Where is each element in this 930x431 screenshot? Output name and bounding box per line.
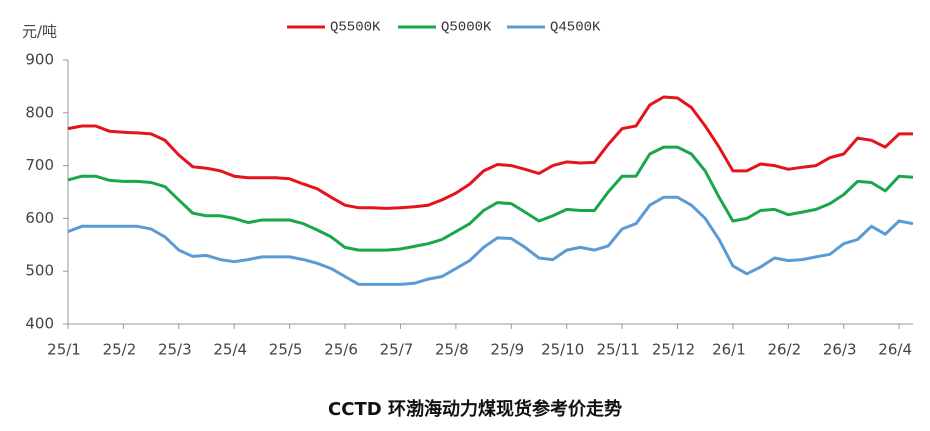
series-line (67, 95, 913, 210)
x-tick-label: 25/3 (158, 341, 192, 359)
series-line (67, 195, 914, 286)
x-tick-label: 26/3 (823, 341, 857, 359)
x-tick-label: 25/8 (435, 341, 469, 359)
x-tick-label: 25/11 (596, 341, 639, 359)
y-tick-label: 800 (25, 103, 54, 121)
legend-label: Q4500K (550, 20, 601, 36)
y-tick-label: 700 (25, 156, 54, 174)
x-tick-label: 25/9 (490, 341, 524, 359)
x-tick-label: 25/12 (652, 341, 695, 359)
x-tick-label: 25/6 (324, 341, 358, 359)
x-tick-label: 25/4 (213, 341, 247, 359)
x-tick-label: 25/10 (541, 341, 584, 359)
y-tick-label: 900 (25, 51, 54, 69)
legend-label: Q5500K (330, 20, 381, 36)
y-tick-label: 400 (25, 315, 54, 333)
legend-label: Q5000K (441, 20, 492, 36)
x-tick-label: 25/5 (269, 341, 303, 359)
x-tick-label: 26/4 (878, 341, 912, 359)
x-tick-label: 25/1 (47, 341, 81, 359)
y-tick-label: 600 (25, 209, 54, 227)
x-tick-label: 26/1 (712, 341, 746, 359)
y-tick-label: 500 (25, 262, 54, 280)
x-tick-label: 25/7 (380, 341, 414, 359)
chart-title: CCTD 环渤海动力煤现货参考价走势 (328, 398, 622, 420)
series-line (67, 145, 914, 252)
x-tick-label: 25/2 (103, 341, 137, 359)
x-tick-label: 26/2 (767, 341, 801, 359)
y-axis-label: 元/吨 (22, 23, 57, 41)
